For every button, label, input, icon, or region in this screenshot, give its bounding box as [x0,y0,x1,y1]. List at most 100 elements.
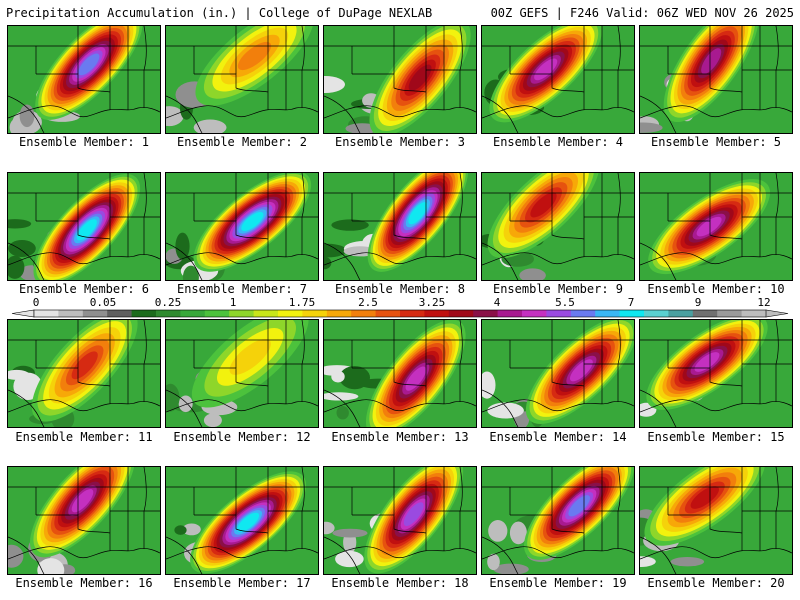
state-border [166,389,203,427]
colorbar-tick-label: 9 [694,296,702,309]
ensemble-member-map [639,319,793,428]
state-border [775,26,779,71]
colorbar-swatch [278,310,303,317]
state-border [617,320,621,365]
ensemble-member-map [481,172,635,281]
colorbar-swatch [326,310,352,317]
state-border [194,514,269,534]
dry-patch [519,268,546,280]
precip-field [640,173,792,280]
dry-patch [670,557,705,567]
state-border [143,26,147,71]
precip-contour [408,202,428,225]
state-border [775,467,779,512]
state-border [36,220,111,240]
ensemble-member-map [7,25,161,134]
colorbar-swatch [34,310,59,317]
state-border [352,367,427,387]
colorbar-swatch [204,310,230,317]
dry-patch [640,556,656,567]
state-border [324,242,361,280]
state-border [459,26,463,71]
state-border [8,252,160,266]
state-border [166,252,318,266]
state-border [143,320,147,365]
state-border [143,467,147,512]
colorbar-tick-label: 3.25 [418,296,446,309]
ensemble-member-caption: Ensemble Member: 6 [18,282,150,296]
ensemble-member-map [639,25,793,134]
state-border [194,220,269,240]
state-border [640,252,792,266]
dry-patch [19,104,35,128]
precip-contour [568,495,591,517]
dry-patch [8,255,25,279]
dry-patch [332,528,368,538]
dry-patch [488,520,508,542]
dry-patch [8,219,32,229]
state-border [352,220,427,240]
state-border [36,367,111,387]
dry-patch [493,563,529,574]
precip-contour [237,512,260,533]
state-border [640,95,677,133]
colorbar-min-arrow [11,309,35,318]
dry-patch [482,371,496,399]
precip-field [8,26,160,133]
colorbar-swatch [668,310,694,317]
precip-field [482,467,634,574]
precip-field [640,26,792,133]
state-border [8,536,45,574]
precip-field [166,173,318,280]
colorbar-tick-label: 0.25 [154,296,182,309]
precip-field [166,26,318,133]
ensemble-member-caption: Ensemble Member: 14 [489,430,627,444]
state-border [8,399,160,413]
state-border [459,467,463,512]
ensemble-member-map [165,25,319,134]
state-border [640,105,792,119]
ensemble-member-caption: Ensemble Member: 19 [489,576,627,590]
state-border [459,320,463,365]
state-border [8,95,45,133]
state-border [482,252,634,266]
colorbar-swatch [302,310,328,317]
colorbar-swatch [229,310,254,317]
state-border [166,536,203,574]
state-border [668,514,743,534]
ensemble-member-caption: Ensemble Member: 17 [173,576,311,590]
dry-patch [166,106,184,127]
colorbar-swatch [595,310,620,317]
dry-patch [509,521,527,545]
state-border [166,95,203,133]
colorbar-swatch [58,310,84,317]
state-border [510,73,585,93]
state-border [482,389,519,427]
ensemble-member-map [165,172,319,281]
state-border [640,546,792,560]
precip-field [640,467,792,574]
ensemble-member-caption: Ensemble Member: 18 [331,576,469,590]
precip-contour [701,48,722,74]
dry-patch [324,521,335,535]
colorbar-swatch [741,310,767,317]
dry-patch [335,550,364,568]
precip-contour [76,219,97,241]
precip-contour [534,58,558,81]
state-border [482,242,519,280]
state-border [640,399,792,413]
dry-patch [193,119,227,133]
dry-patch [324,256,332,270]
precip-contour [696,216,722,237]
state-border [482,95,519,133]
state-border [301,467,305,512]
colorbar-swatch [82,310,108,317]
colorbar-swatch [180,310,206,317]
state-border [301,320,305,365]
ensemble-member-caption: Ensemble Member: 16 [15,576,153,590]
dry-patch [182,523,201,536]
ensemble-member-caption: Ensemble Member: 10 [647,282,785,296]
precip-field [482,173,634,280]
colorbar-swatch [546,310,572,317]
colorbar-tick-label: 1.75 [288,296,316,309]
